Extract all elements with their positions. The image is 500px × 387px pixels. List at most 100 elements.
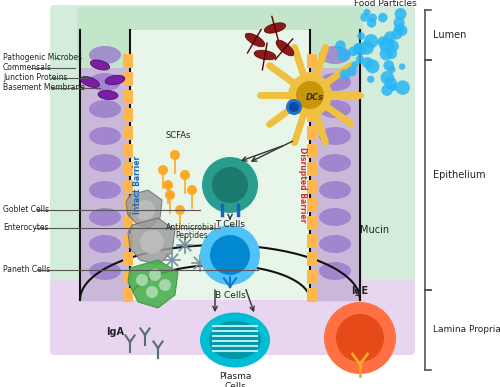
Ellipse shape: [89, 127, 121, 145]
Circle shape: [289, 102, 299, 112]
Circle shape: [135, 200, 155, 220]
Ellipse shape: [105, 75, 125, 85]
Circle shape: [367, 18, 376, 27]
FancyBboxPatch shape: [307, 108, 317, 122]
FancyBboxPatch shape: [307, 198, 317, 212]
Ellipse shape: [89, 73, 121, 91]
Polygon shape: [128, 260, 178, 308]
Circle shape: [392, 29, 402, 39]
Text: IgA: IgA: [106, 327, 124, 337]
Ellipse shape: [200, 312, 270, 368]
Circle shape: [348, 46, 358, 56]
Circle shape: [364, 9, 370, 15]
FancyBboxPatch shape: [307, 288, 317, 302]
Circle shape: [352, 61, 358, 68]
Text: Lamina Propria: Lamina Propria: [433, 325, 500, 334]
FancyBboxPatch shape: [123, 72, 133, 86]
Text: T Cells: T Cells: [215, 220, 245, 229]
Circle shape: [379, 38, 394, 53]
FancyBboxPatch shape: [307, 216, 317, 230]
FancyBboxPatch shape: [50, 280, 415, 355]
Circle shape: [286, 99, 302, 115]
Circle shape: [200, 225, 260, 285]
Circle shape: [387, 40, 399, 52]
Ellipse shape: [319, 208, 351, 226]
Circle shape: [212, 167, 248, 203]
Circle shape: [187, 185, 197, 195]
FancyBboxPatch shape: [123, 288, 133, 302]
Circle shape: [380, 71, 394, 84]
Circle shape: [335, 40, 346, 51]
Circle shape: [360, 41, 374, 55]
Circle shape: [158, 165, 168, 175]
Text: Goblet Cells: Goblet Cells: [3, 205, 49, 214]
Ellipse shape: [319, 73, 351, 91]
Circle shape: [136, 274, 148, 286]
FancyBboxPatch shape: [50, 5, 415, 355]
Circle shape: [149, 269, 161, 281]
Circle shape: [159, 279, 171, 291]
FancyBboxPatch shape: [77, 7, 363, 68]
Circle shape: [378, 36, 388, 47]
FancyBboxPatch shape: [307, 90, 317, 104]
FancyBboxPatch shape: [123, 126, 133, 140]
Circle shape: [336, 314, 384, 362]
Text: Intact Barrier: Intact Barrier: [133, 156, 142, 214]
Circle shape: [163, 180, 173, 190]
Text: Junction Proteins: Junction Proteins: [3, 74, 68, 82]
Ellipse shape: [319, 100, 351, 118]
Circle shape: [362, 57, 374, 68]
Circle shape: [296, 81, 324, 109]
Text: B Cells: B Cells: [214, 291, 246, 300]
Polygon shape: [130, 265, 310, 300]
Text: IgE: IgE: [352, 286, 368, 296]
Text: Lumen: Lumen: [433, 30, 466, 40]
Circle shape: [340, 69, 350, 80]
Circle shape: [396, 80, 410, 95]
Ellipse shape: [319, 127, 351, 145]
Ellipse shape: [90, 60, 110, 70]
Ellipse shape: [89, 235, 121, 253]
Circle shape: [384, 31, 396, 43]
Circle shape: [367, 76, 374, 83]
Polygon shape: [130, 30, 310, 300]
FancyBboxPatch shape: [123, 198, 133, 212]
Text: Disrupted Barrier: Disrupted Barrier: [298, 147, 307, 223]
Ellipse shape: [89, 100, 121, 118]
Ellipse shape: [89, 46, 121, 64]
Ellipse shape: [319, 154, 351, 172]
Circle shape: [358, 32, 365, 40]
Text: Epithelium: Epithelium: [433, 170, 486, 180]
Circle shape: [378, 13, 388, 22]
Ellipse shape: [319, 235, 351, 253]
FancyBboxPatch shape: [123, 252, 133, 266]
Ellipse shape: [319, 181, 351, 199]
FancyBboxPatch shape: [123, 90, 133, 104]
Circle shape: [390, 84, 398, 91]
Text: Pathogenic Microbes: Pathogenic Microbes: [3, 53, 82, 62]
Circle shape: [146, 286, 158, 298]
Text: Peptides: Peptides: [176, 231, 208, 240]
FancyBboxPatch shape: [123, 108, 133, 122]
Circle shape: [394, 8, 406, 20]
Ellipse shape: [319, 46, 351, 64]
FancyBboxPatch shape: [307, 252, 317, 266]
Circle shape: [368, 14, 377, 22]
FancyBboxPatch shape: [307, 180, 317, 194]
Ellipse shape: [89, 208, 121, 226]
Circle shape: [324, 302, 396, 374]
Circle shape: [165, 190, 175, 200]
Circle shape: [388, 66, 396, 73]
Text: Antimicrobial: Antimicrobial: [166, 223, 218, 232]
Ellipse shape: [89, 154, 121, 172]
Circle shape: [202, 157, 258, 213]
Circle shape: [380, 48, 392, 60]
Circle shape: [180, 170, 190, 180]
Circle shape: [382, 84, 392, 96]
FancyBboxPatch shape: [307, 270, 317, 284]
Circle shape: [338, 49, 349, 62]
Circle shape: [384, 60, 394, 71]
Text: Plasma: Plasma: [219, 372, 251, 381]
Ellipse shape: [276, 40, 294, 56]
FancyBboxPatch shape: [123, 54, 133, 68]
